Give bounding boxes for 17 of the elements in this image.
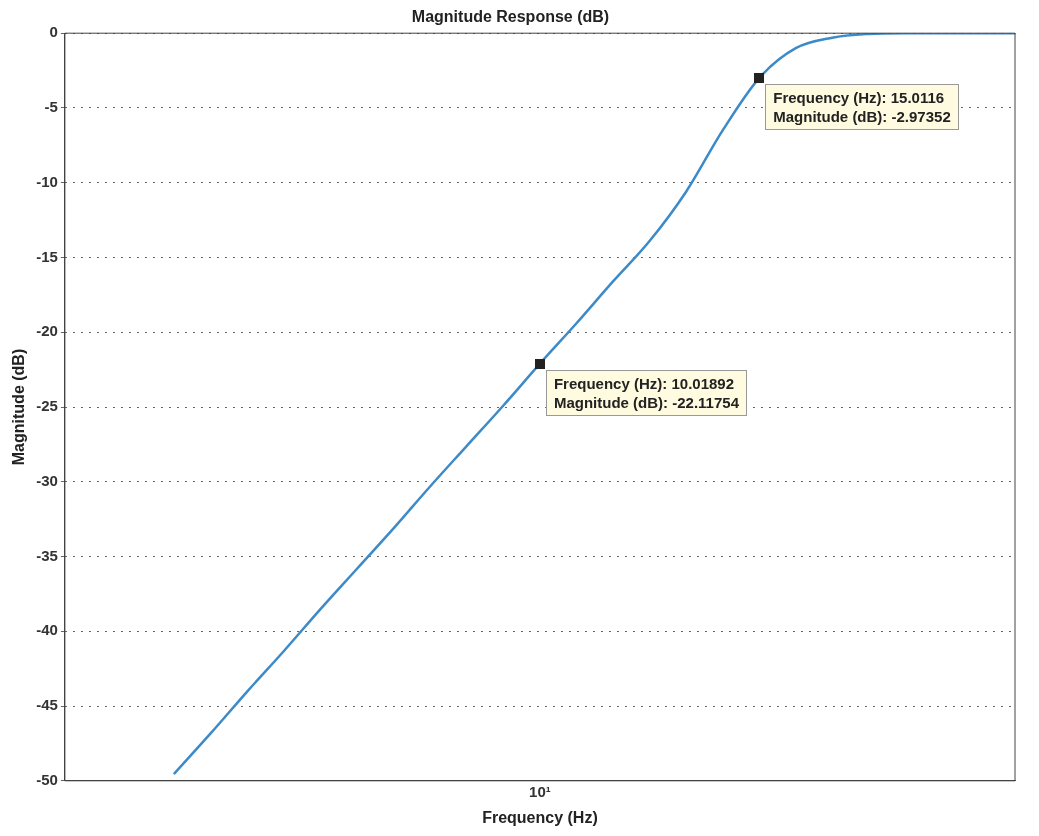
- y-tick-label: -15: [36, 247, 58, 265]
- y-tick-label: -45: [36, 696, 58, 714]
- y-tick-label: -40: [36, 621, 58, 639]
- y-tick-label: -10: [36, 172, 58, 190]
- y-tick-label: -30: [36, 471, 58, 489]
- x-tick-label: 10¹: [529, 782, 551, 800]
- annotation: Frequency (Hz): 15.0116 Magnitude (dB): -2.97352: [773, 87, 951, 126]
- chart-title: Magnitude Response (dB): [411, 8, 610, 26]
- annotation: Frequency (Hz): 10.01892 Magnitude (dB): -22.11754: [553, 373, 739, 412]
- y-tick-label: -50: [36, 770, 58, 788]
- y-tick-label: -35: [36, 546, 58, 564]
- y-axis-title: Magnitude (dB): [10, 348, 28, 466]
- y-tick-label: 0: [49, 23, 58, 41]
- y-tick-label: -20: [36, 322, 58, 340]
- x-axis-title: Frequency (Hz): [482, 808, 598, 826]
- y-tick-label: -5: [44, 98, 58, 116]
- y-tick-label: -25: [36, 397, 58, 415]
